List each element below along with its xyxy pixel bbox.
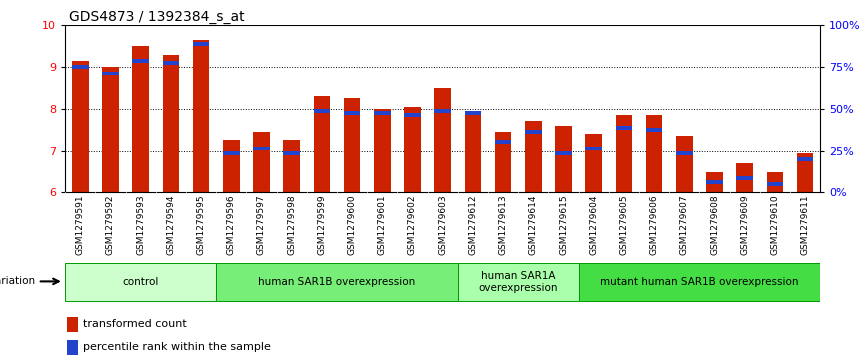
Bar	[253, 132, 270, 192]
Bar	[102, 72, 119, 75]
Bar	[797, 153, 813, 192]
Bar	[283, 151, 300, 155]
Text: human SAR1B overexpression: human SAR1B overexpression	[259, 277, 416, 287]
Text: GSM1279599: GSM1279599	[318, 195, 326, 255]
Bar	[736, 176, 753, 180]
Text: GSM1279604: GSM1279604	[589, 195, 598, 255]
Text: GSM1279601: GSM1279601	[378, 195, 387, 255]
Text: mutant human SAR1B overexpression: mutant human SAR1B overexpression	[600, 277, 799, 287]
Text: transformed count: transformed count	[82, 319, 187, 330]
Bar	[67, 339, 78, 355]
Bar	[404, 113, 421, 117]
Text: GSM1279605: GSM1279605	[620, 195, 628, 255]
Bar	[72, 65, 89, 69]
Text: GSM1279592: GSM1279592	[106, 195, 115, 255]
Bar	[646, 115, 662, 192]
Text: GSM1279591: GSM1279591	[76, 195, 85, 255]
Bar	[223, 151, 240, 155]
Bar	[615, 115, 632, 192]
Text: GSM1279598: GSM1279598	[287, 195, 296, 255]
Text: GSM1279593: GSM1279593	[136, 195, 145, 255]
Bar	[525, 130, 542, 134]
Bar	[585, 134, 602, 192]
Bar	[495, 132, 511, 192]
Bar	[132, 59, 149, 63]
Bar	[72, 61, 89, 192]
Bar	[253, 147, 270, 150]
Bar	[707, 180, 723, 184]
Text: GSM1279606: GSM1279606	[649, 195, 659, 255]
Text: percentile rank within the sample: percentile rank within the sample	[82, 342, 271, 352]
Text: GSM1279595: GSM1279595	[196, 195, 206, 255]
Text: GSM1279611: GSM1279611	[800, 195, 810, 255]
FancyBboxPatch shape	[457, 263, 579, 301]
Text: GSM1279610: GSM1279610	[771, 195, 779, 255]
Text: GSM1279602: GSM1279602	[408, 195, 417, 255]
Bar	[67, 317, 78, 332]
Bar	[615, 126, 632, 130]
Bar	[585, 147, 602, 150]
Text: GSM1279600: GSM1279600	[347, 195, 357, 255]
Bar	[283, 140, 300, 192]
Bar	[344, 111, 360, 115]
Text: GSM1279603: GSM1279603	[438, 195, 447, 255]
Text: GSM1279608: GSM1279608	[710, 195, 719, 255]
FancyBboxPatch shape	[65, 263, 216, 301]
Bar	[736, 163, 753, 192]
Text: GSM1279609: GSM1279609	[740, 195, 749, 255]
Bar	[374, 111, 391, 115]
Bar	[313, 109, 330, 113]
Bar	[193, 40, 209, 192]
Text: GSM1279596: GSM1279596	[227, 195, 236, 255]
Bar	[193, 42, 209, 46]
Bar	[374, 109, 391, 192]
Bar	[313, 96, 330, 192]
Bar	[404, 107, 421, 192]
Text: GSM1279615: GSM1279615	[559, 195, 568, 255]
Text: GSM1279607: GSM1279607	[680, 195, 689, 255]
Bar	[162, 61, 179, 65]
Bar	[766, 182, 783, 186]
Text: GSM1279594: GSM1279594	[167, 195, 175, 255]
Bar	[434, 109, 451, 113]
Bar	[707, 172, 723, 192]
Text: GSM1279612: GSM1279612	[469, 195, 477, 255]
Bar	[797, 157, 813, 161]
FancyBboxPatch shape	[579, 263, 820, 301]
Bar	[556, 126, 572, 192]
Bar	[495, 140, 511, 144]
Bar	[464, 111, 481, 192]
Text: GDS4873 / 1392384_s_at: GDS4873 / 1392384_s_at	[69, 11, 245, 24]
Bar	[676, 136, 693, 192]
Text: human SAR1A
overexpression: human SAR1A overexpression	[478, 272, 558, 293]
Bar	[766, 172, 783, 192]
Bar	[162, 54, 179, 192]
Bar	[132, 46, 149, 192]
Text: GSM1279614: GSM1279614	[529, 195, 538, 255]
Bar	[676, 151, 693, 155]
Text: GSM1279613: GSM1279613	[498, 195, 508, 255]
Bar	[223, 140, 240, 192]
Bar	[646, 128, 662, 132]
Bar	[464, 111, 481, 115]
Text: genotype/variation: genotype/variation	[0, 276, 36, 286]
Text: control: control	[122, 277, 159, 287]
Text: GSM1279597: GSM1279597	[257, 195, 266, 255]
Bar	[556, 151, 572, 155]
FancyBboxPatch shape	[216, 263, 457, 301]
Bar	[102, 67, 119, 192]
Bar	[344, 98, 360, 192]
Bar	[434, 88, 451, 192]
Bar	[525, 121, 542, 192]
